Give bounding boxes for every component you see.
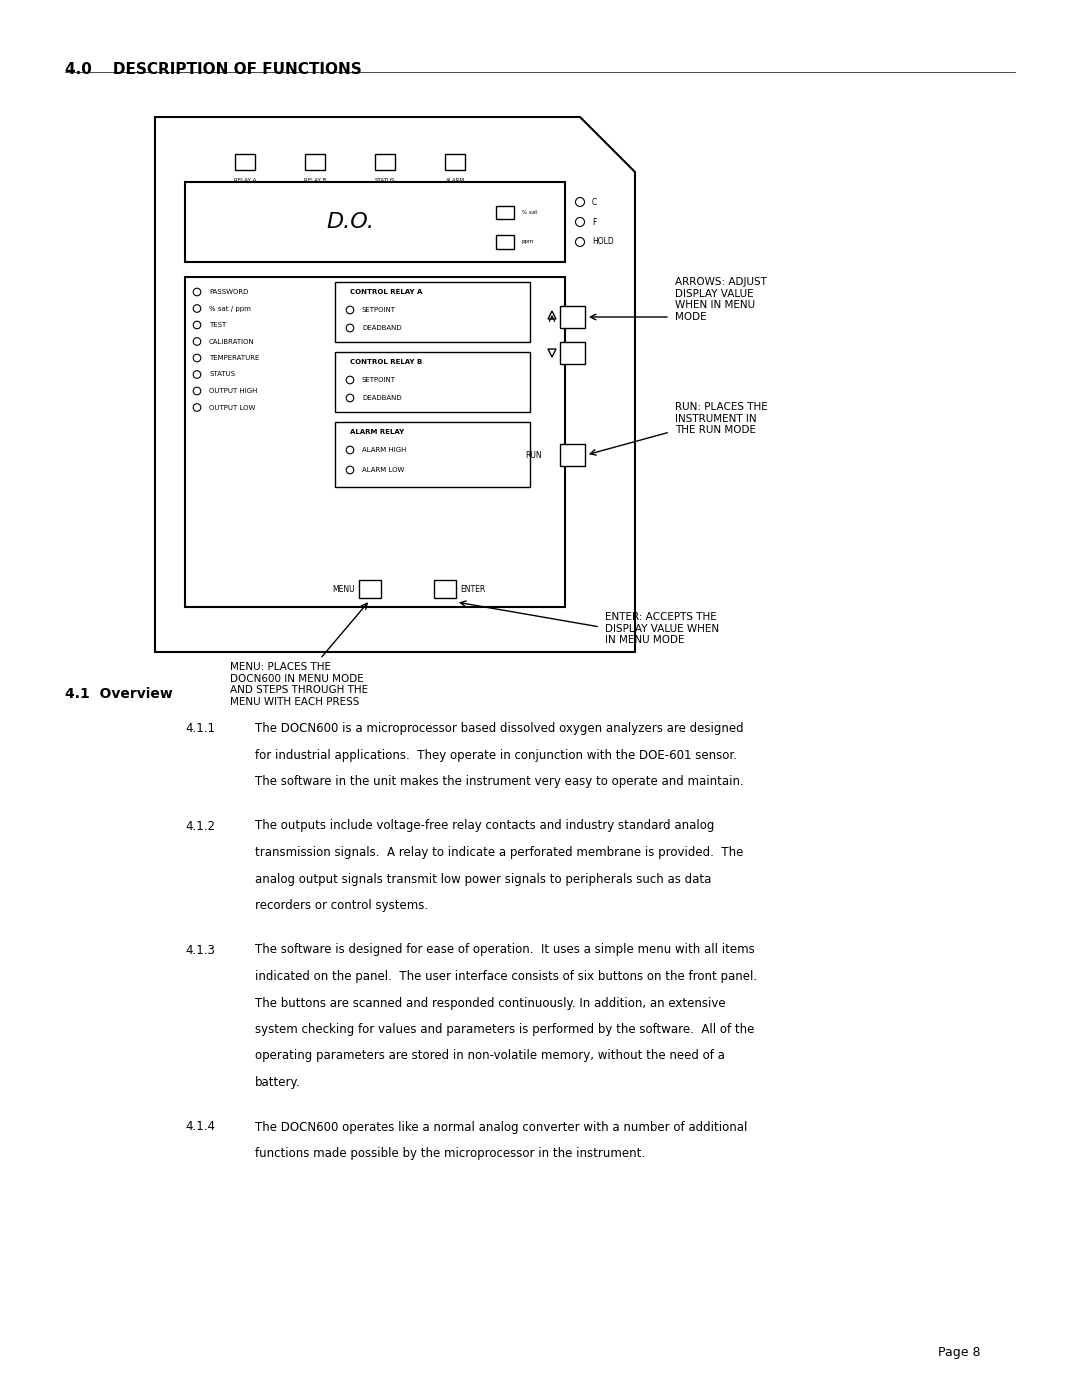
Circle shape (347, 306, 354, 314)
Text: 4.1  Overview: 4.1 Overview (65, 687, 173, 701)
Circle shape (193, 387, 201, 395)
Text: F: F (592, 218, 596, 226)
Circle shape (193, 355, 201, 362)
Text: 4.1.2: 4.1.2 (185, 820, 215, 833)
Circle shape (347, 467, 354, 474)
Text: RELAY A: RELAY A (233, 177, 256, 183)
Bar (496, 236, 514, 249)
Text: 4.1.4: 4.1.4 (185, 1120, 215, 1133)
Bar (335, 352, 530, 412)
Bar (559, 342, 584, 365)
Text: TEMPERATURE: TEMPERATURE (210, 355, 259, 360)
Text: ALARM LOW: ALARM LOW (362, 467, 404, 474)
Text: TEST: TEST (210, 321, 226, 328)
Bar (559, 306, 584, 328)
Text: DEADBAND: DEADBAND (362, 395, 402, 401)
Bar (235, 154, 255, 170)
Circle shape (193, 370, 201, 379)
Bar (445, 154, 465, 170)
Text: The software in the unit makes the instrument very easy to operate and maintain.: The software in the unit makes the instr… (255, 775, 744, 788)
Text: ALARM HIGH: ALARM HIGH (362, 447, 406, 453)
Text: indicated on the panel.  The user interface consists of six buttons on the front: indicated on the panel. The user interfa… (255, 970, 757, 983)
Text: RUN: PLACES THE
INSTRUMENT IN
THE RUN MODE: RUN: PLACES THE INSTRUMENT IN THE RUN MO… (675, 402, 768, 436)
Text: The DOCN600 operates like a normal analog converter with a number of additional: The DOCN600 operates like a normal analo… (255, 1120, 747, 1133)
Polygon shape (156, 117, 635, 652)
Text: ALARM: ALARM (446, 177, 464, 183)
Circle shape (193, 338, 201, 345)
Circle shape (193, 404, 201, 411)
Text: ALARM RELAY: ALARM RELAY (350, 429, 404, 434)
Bar (185, 182, 565, 263)
Text: RELAY B: RELAY B (303, 177, 326, 183)
Circle shape (347, 324, 354, 332)
Text: 4.1.3: 4.1.3 (185, 943, 215, 957)
Circle shape (347, 376, 354, 384)
Bar (359, 580, 381, 598)
Bar (335, 282, 530, 342)
Circle shape (193, 288, 201, 296)
Text: % sat / ppm: % sat / ppm (210, 306, 251, 312)
Text: 4.0    DESCRIPTION OF FUNCTIONS: 4.0 DESCRIPTION OF FUNCTIONS (65, 61, 362, 77)
Text: CALIBRATION: CALIBRATION (210, 338, 255, 345)
Text: analog output signals transmit low power signals to peripherals such as data: analog output signals transmit low power… (255, 873, 712, 886)
Text: STATUS: STATUS (375, 177, 395, 183)
Text: recorders or control systems.: recorders or control systems. (255, 900, 428, 912)
Text: The software is designed for ease of operation.  It uses a simple menu with all : The software is designed for ease of ope… (255, 943, 755, 957)
Circle shape (193, 321, 201, 328)
Text: RUN: RUN (525, 450, 542, 460)
Text: % sat: % sat (522, 210, 538, 215)
Text: CONTROL RELAY A: CONTROL RELAY A (350, 289, 422, 295)
Text: CONTROL RELAY B: CONTROL RELAY B (350, 359, 422, 365)
Bar (375, 154, 395, 170)
Bar (434, 580, 456, 598)
Text: 4.1.1: 4.1.1 (185, 722, 215, 735)
Text: Page 8: Page 8 (937, 1345, 980, 1359)
Text: DEADBAND: DEADBAND (362, 326, 402, 331)
Circle shape (576, 237, 584, 246)
Text: The buttons are scanned and responded continuously. In addition, an extensive: The buttons are scanned and responded co… (255, 996, 726, 1010)
Circle shape (576, 218, 584, 226)
Bar (305, 154, 325, 170)
Text: functions made possible by the microprocessor in the instrument.: functions made possible by the microproc… (255, 1147, 645, 1160)
Text: battery.: battery. (255, 1076, 300, 1090)
Text: system checking for values and parameters is performed by the software.  All of : system checking for values and parameter… (255, 1023, 754, 1037)
Text: HOLD: HOLD (592, 237, 613, 246)
Text: transmission signals.  A relay to indicate a perforated membrane is provided.  T: transmission signals. A relay to indicat… (255, 847, 743, 859)
Circle shape (576, 197, 584, 207)
Text: ENTER: ACCEPTS THE
DISPLAY VALUE WHEN
IN MENU MODE: ENTER: ACCEPTS THE DISPLAY VALUE WHEN IN… (605, 612, 719, 645)
Text: ENTER: ENTER (460, 584, 485, 594)
Text: STATUS: STATUS (210, 372, 235, 377)
Text: C: C (592, 197, 597, 207)
Bar (496, 205, 514, 218)
Text: OUTPUT HIGH: OUTPUT HIGH (210, 388, 257, 394)
Text: MENU: MENU (333, 584, 355, 594)
Text: SETPOINT: SETPOINT (362, 307, 396, 313)
Text: OUTPUT LOW: OUTPUT LOW (210, 405, 255, 411)
Text: The outputs include voltage-free relay contacts and industry standard analog: The outputs include voltage-free relay c… (255, 820, 714, 833)
Bar (185, 277, 565, 608)
Text: ppm: ppm (522, 239, 535, 244)
Text: for industrial applications.  They operate in conjunction with the DOE-601 senso: for industrial applications. They operat… (255, 749, 737, 761)
Text: MENU: PLACES THE
DOCN600 IN MENU MODE
AND STEPS THROUGH THE
MENU WITH EACH PRESS: MENU: PLACES THE DOCN600 IN MENU MODE AN… (230, 662, 368, 707)
Text: PASSWORD: PASSWORD (210, 289, 248, 295)
Text: ARROWS: ADJUST
DISPLAY VALUE
WHEN IN MENU
MODE: ARROWS: ADJUST DISPLAY VALUE WHEN IN MEN… (675, 277, 767, 321)
Circle shape (347, 394, 354, 402)
Circle shape (347, 446, 354, 454)
Bar (559, 444, 584, 467)
Text: The DOCN600 is a microprocessor based dissolved oxygen analyzers are designed: The DOCN600 is a microprocessor based di… (255, 722, 744, 735)
Text: operating parameters are stored in non-volatile memory, without the need of a: operating parameters are stored in non-v… (255, 1049, 725, 1063)
Text: SETPOINT: SETPOINT (362, 377, 396, 383)
Circle shape (193, 305, 201, 313)
Bar (335, 422, 530, 488)
Text: D.O.: D.O. (326, 212, 374, 232)
